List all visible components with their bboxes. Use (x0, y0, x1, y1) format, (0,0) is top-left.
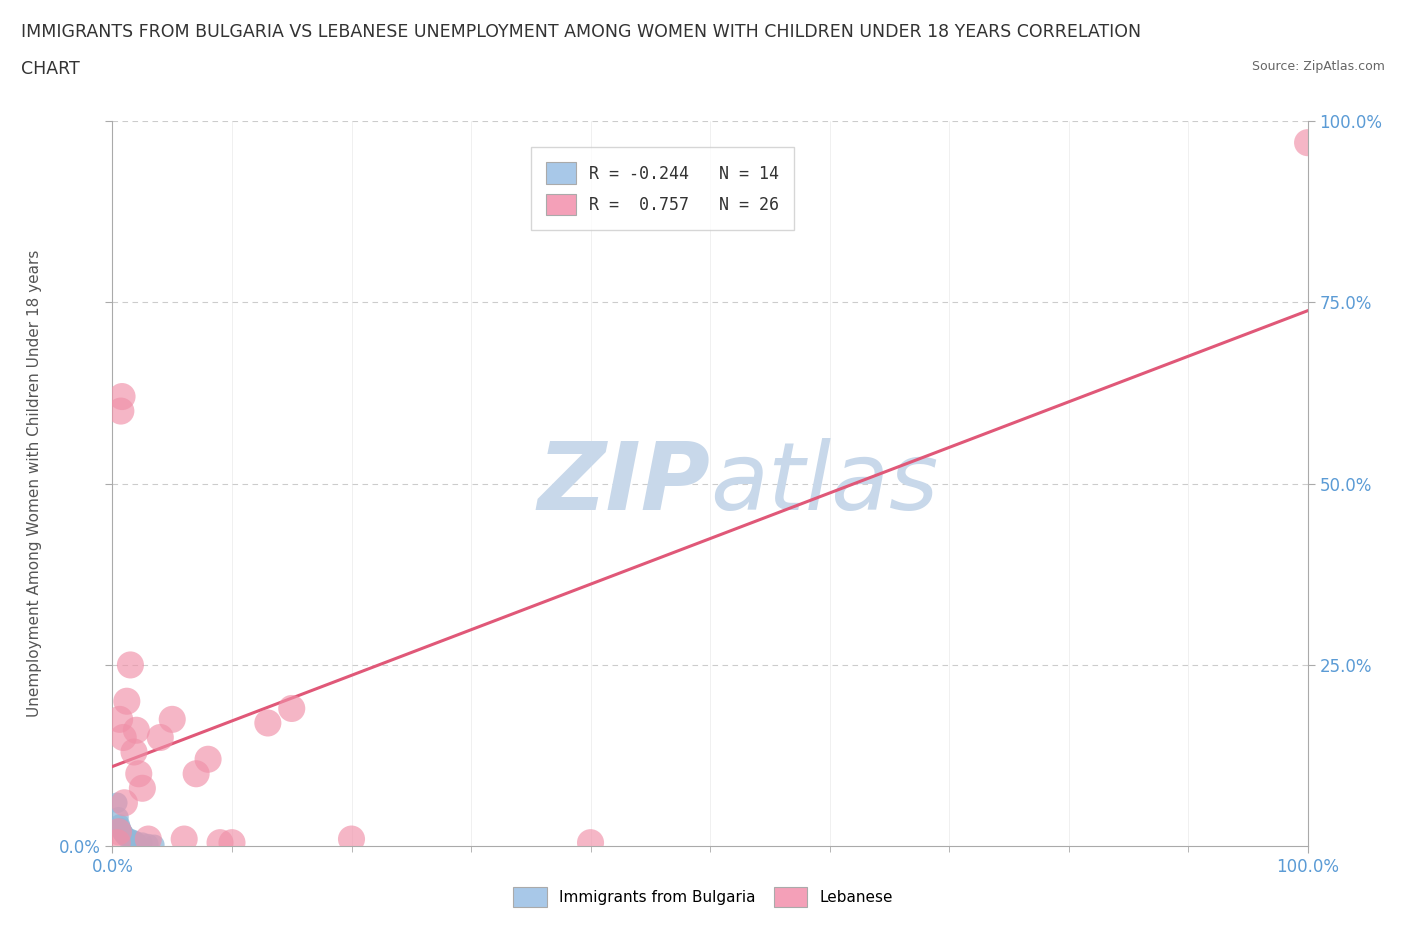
Text: ZIP: ZIP (537, 438, 710, 529)
Point (138, 831, 160, 846)
Point (105, 835, 128, 850)
Point (128, 766, 150, 781)
Point (138, 837, 160, 852)
Point (110, 404, 132, 418)
Text: CHART: CHART (21, 60, 80, 78)
Y-axis label: Unemployment Among Women with Children Under 18 years: Unemployment Among Women with Children U… (27, 250, 42, 717)
Point (149, 730, 172, 745)
Point (115, 694, 138, 709)
Point (114, 828, 135, 843)
Point (579, 835, 602, 850)
Point (108, 817, 131, 832)
Point (122, 745, 145, 760)
Point (173, 831, 195, 846)
Point (143, 837, 166, 852)
Legend: R = -0.244   N = 14, R =  0.757   N = 26: R = -0.244 N = 14, R = 0.757 N = 26 (530, 147, 794, 231)
Text: atlas: atlas (710, 438, 938, 529)
Point (112, 826, 135, 841)
Point (162, 712, 183, 727)
Point (114, 795, 135, 810)
Point (115, 830, 138, 845)
Legend: Immigrants from Bulgaria, Lebanese: Immigrants from Bulgaria, Lebanese (508, 882, 898, 913)
Point (108, 712, 131, 727)
Point (122, 833, 145, 848)
Point (110, 821, 132, 836)
Point (340, 831, 363, 846)
Point (107, 810, 129, 825)
Point (197, 751, 219, 766)
Point (125, 723, 148, 737)
Point (112, 730, 135, 745)
Point (209, 835, 232, 850)
Point (281, 701, 304, 716)
Text: Source: ZipAtlas.com: Source: ZipAtlas.com (1251, 60, 1385, 73)
Point (1296, 135, 1319, 150)
Point (125, 834, 148, 849)
Point (257, 715, 280, 730)
Point (107, 824, 129, 839)
Text: IMMIGRANTS FROM BULGARIA VS LEBANESE UNEMPLOYMENT AMONG WOMEN WITH CHILDREN UNDE: IMMIGRANTS FROM BULGARIA VS LEBANESE UNE… (21, 23, 1142, 41)
Point (186, 766, 208, 781)
Point (120, 831, 142, 846)
Point (111, 824, 134, 839)
Point (111, 389, 134, 404)
Point (131, 835, 153, 850)
Point (221, 835, 243, 850)
Point (120, 658, 142, 672)
Point (131, 781, 153, 796)
Point (105, 795, 128, 810)
